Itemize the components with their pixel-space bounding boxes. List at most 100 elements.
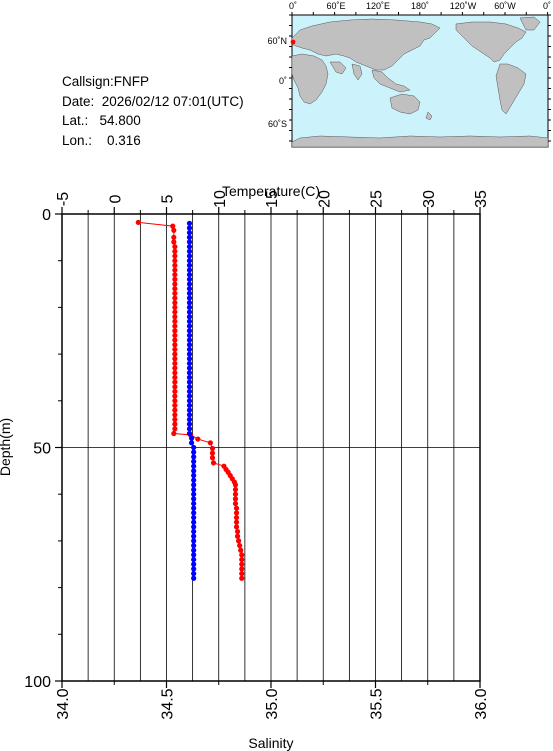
temperature-point [172, 258, 178, 264]
salinity-point [191, 482, 197, 488]
salinity-point [191, 454, 197, 460]
depth-tick-label: 100 [24, 674, 51, 691]
temperature-point [172, 416, 178, 423]
salinity-point [191, 477, 197, 483]
salinity-point [186, 328, 193, 334]
salinity-point [191, 524, 197, 530]
temperature-axis-title: Temperature(C) [222, 183, 320, 199]
map-lon-label-1: 60˚E [326, 1, 345, 11]
temperature-point [171, 227, 177, 233]
salinity-point [191, 496, 197, 502]
depth-tick-label: 50 [33, 441, 51, 458]
salinity-point [186, 300, 193, 306]
map-lon-label-4: 120˚W [450, 1, 477, 11]
salinity-point [186, 416, 193, 423]
salinity-tick-label: 35.5 [369, 688, 386, 719]
temperature-point [172, 248, 178, 254]
station-marker [290, 39, 296, 45]
salinity-point [186, 244, 193, 250]
temperature-tick-label: -5 [55, 192, 72, 206]
map-lon-label-0: 0˚ [289, 1, 297, 11]
salinity-point [191, 486, 197, 493]
salinity-point [186, 248, 193, 254]
salinity-point [191, 472, 197, 479]
temperature-point [171, 234, 177, 240]
temperature-point [172, 346, 178, 353]
world-map: 0˚ 60˚E 120˚E 180˚ 120˚W 60˚W 0˚ 60˚N 0˚… [267, 1, 551, 148]
salinity-tick-label: 35.0 [264, 688, 281, 719]
salinity-point [186, 281, 193, 287]
temperature-point [232, 491, 239, 497]
salinity-point [186, 402, 193, 409]
temperature-point [234, 533, 241, 539]
land-africa [291, 53, 329, 105]
map-lon-label-3: 180˚ [411, 1, 429, 11]
temperature-point [172, 300, 178, 306]
salinity-point [186, 323, 193, 329]
salinity-point [186, 351, 193, 357]
temperature-point [172, 309, 178, 315]
salinity-point [186, 225, 193, 231]
salinity-point [186, 360, 193, 367]
temperature-point [172, 276, 178, 282]
temperature-point [233, 510, 240, 516]
temperature-point [172, 412, 178, 418]
temperature-tick-label: 25 [369, 190, 386, 208]
temperature-point [170, 223, 176, 229]
salinity-point [191, 552, 197, 558]
salinity-point [186, 262, 193, 268]
depth-tick-label: 0 [42, 207, 51, 224]
temperature-point [172, 304, 178, 310]
salinity-tick-label: 34.0 [55, 688, 72, 719]
temperature-point [172, 356, 178, 362]
salinity-point [186, 295, 193, 301]
temperature-point [172, 281, 178, 287]
salinity-point [191, 514, 197, 521]
salinity-point [186, 365, 193, 371]
temperature-point [172, 379, 178, 385]
temperature-tick-label: 0 [107, 194, 124, 203]
lat-line: Lat.: 54.800 [62, 113, 141, 128]
temperature-point [210, 460, 217, 466]
temperature-point [172, 295, 178, 301]
land-north-america [455, 21, 527, 63]
map-lon-label-2: 120˚E [366, 1, 390, 11]
temperature-point [239, 552, 245, 558]
temperature-point [172, 407, 178, 413]
temperature-point [172, 402, 178, 409]
temperature-point [209, 445, 216, 452]
salinity-point [191, 575, 197, 581]
salinity-point [186, 398, 193, 404]
salinity-point [186, 267, 193, 273]
temperature-point [172, 342, 178, 348]
land-nz [425, 111, 433, 121]
salinity-point [186, 346, 193, 353]
temperature-tick-label: 30 [421, 190, 438, 208]
temperature-point [135, 219, 141, 226]
temperature-tick-label: 15 [264, 190, 281, 208]
temperature-point [237, 542, 243, 549]
salinity-point [186, 407, 193, 413]
salinity-point [186, 253, 193, 259]
salinity-point [191, 458, 197, 465]
salinity-point [186, 356, 193, 362]
salinity-point [191, 528, 197, 535]
temperature-point [172, 262, 178, 268]
chart-grid [61, 214, 481, 681]
temperature-point [232, 486, 239, 493]
temperature-point [172, 398, 178, 404]
salinity-tick-label: 36.0 [473, 688, 490, 719]
temperature-point [232, 482, 239, 488]
map-lon-label-6: 0˚ [543, 1, 551, 11]
temperature-point [239, 561, 245, 567]
series-layer [135, 219, 245, 581]
map-lat-label-2: 60˚S [268, 119, 287, 129]
temperature-point [172, 384, 178, 390]
temperature-point [239, 556, 245, 563]
salinity-point [191, 468, 197, 474]
map-lat-label-1: 0˚ [279, 76, 287, 86]
salinity-point [191, 444, 197, 451]
land-greenland [519, 16, 541, 31]
salinity-point [191, 505, 197, 511]
